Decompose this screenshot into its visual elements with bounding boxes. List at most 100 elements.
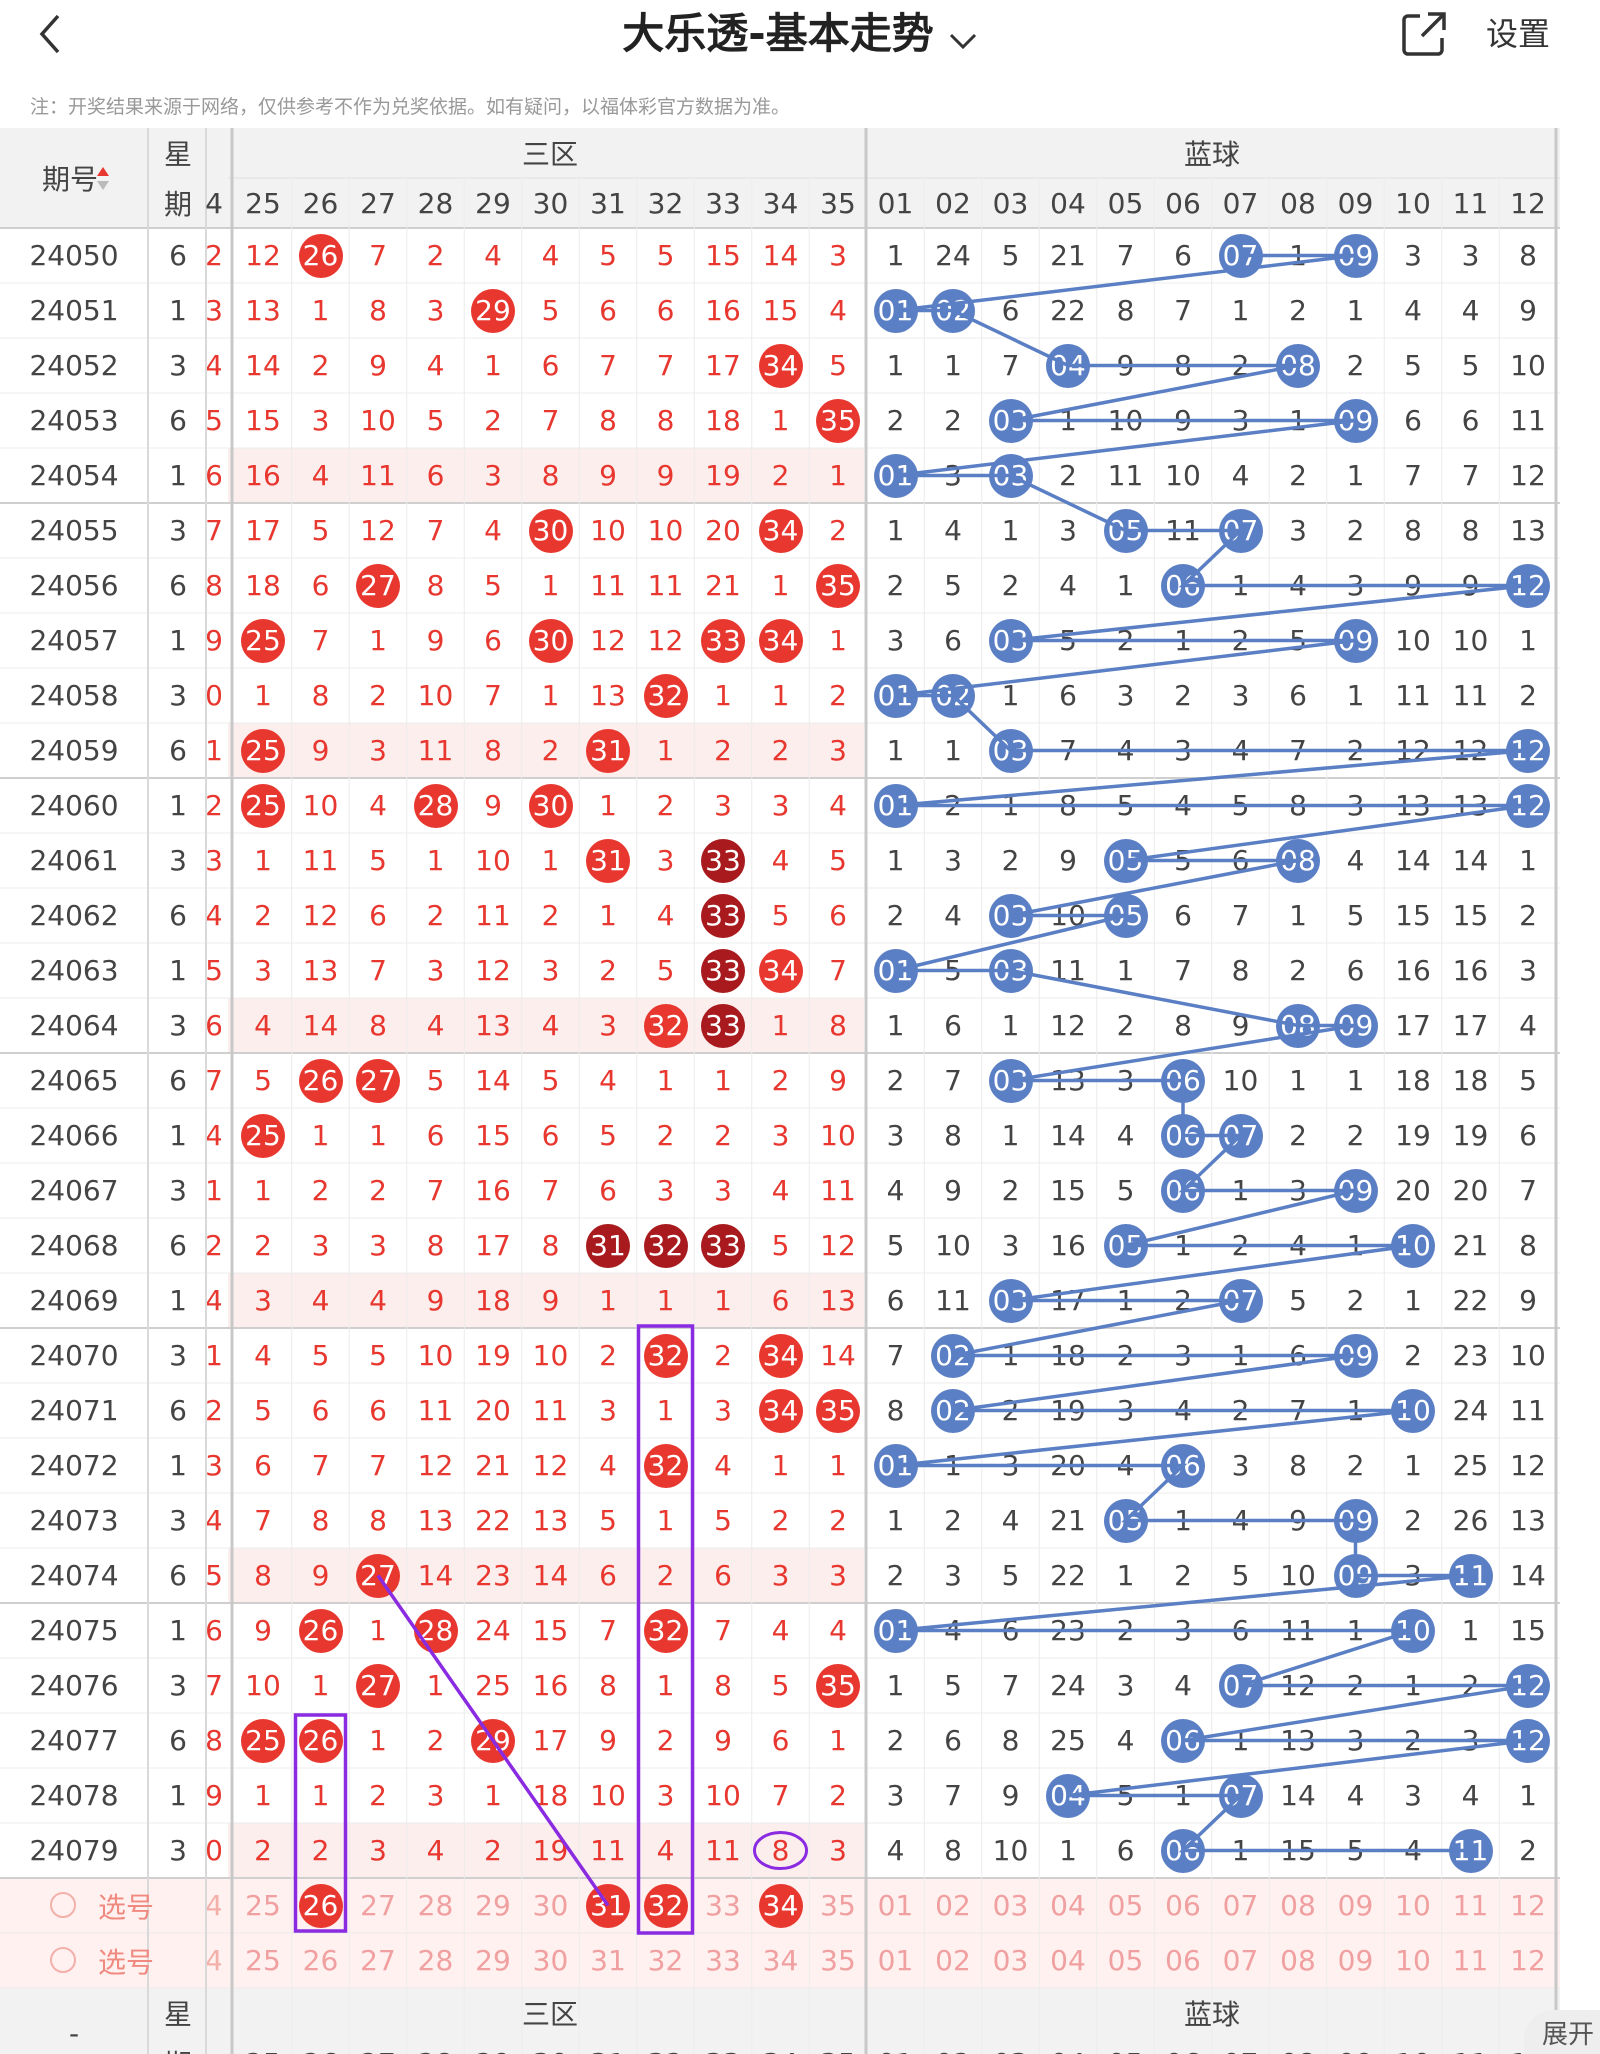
select-front-28[interactable]: 28 [417, 1944, 454, 1977]
front-ball-24060-25: 25 [235, 778, 291, 833]
select-front-25[interactable]: 25 [245, 1944, 281, 1977]
back-miss: 11 [1510, 404, 1546, 437]
select-front-34[interactable]: 34 [762, 1944, 799, 1977]
select-label[interactable]: 选号 [97, 1890, 154, 1924]
select-back-09[interactable]: 09 [1337, 1889, 1374, 1922]
back-miss: 1 [944, 1449, 962, 1482]
select-radio[interactable] [50, 1892, 76, 1918]
select-back-10[interactable]: 10 [1395, 1944, 1431, 1977]
select-radio[interactable] [50, 1947, 76, 1973]
select-label[interactable]: 选号 [97, 1945, 154, 1979]
select-front-33[interactable]: 33 [705, 1889, 741, 1922]
back-miss: 3 [1231, 1449, 1250, 1482]
select-front-26[interactable]: 26 [302, 1944, 339, 1977]
week-24060: 1 [169, 789, 187, 822]
select-front-29[interactable]: 29 [475, 1944, 511, 1977]
select-back-08[interactable]: 08 [1280, 1889, 1316, 1922]
header-back-zone: 蓝球 [1183, 138, 1240, 171]
select-front-27[interactable]: 27 [360, 1889, 396, 1922]
bottom-front-26: 26 [293, 2038, 349, 2054]
select-back-10[interactable]: 10 [1395, 1889, 1431, 1922]
back-miss: 3 [944, 459, 962, 492]
select-back-07[interactable]: 07 [1222, 1944, 1259, 1977]
front-miss: 4 [541, 1009, 560, 1042]
select-back-02[interactable]: 02 [935, 1889, 971, 1922]
front-miss: 8 [311, 1504, 330, 1537]
select-back-06[interactable]: 06 [1165, 1889, 1201, 1922]
select-front-25[interactable]: 25 [245, 1889, 281, 1922]
select-back-11[interactable]: 11 [1452, 1944, 1489, 1977]
back-miss: 11 [1280, 1614, 1316, 1647]
back-miss: 7 [1289, 1394, 1307, 1427]
bottom-week-2: 期 [148, 2038, 208, 2054]
chevron-down-icon[interactable] [948, 7, 978, 67]
select-front-30[interactable]: 30 [532, 1944, 569, 1977]
sort-icon[interactable] [96, 166, 110, 192]
header-back-03: 03 [992, 186, 1029, 220]
select-front-33[interactable]: 33 [705, 1944, 741, 1977]
ball-32: 32 [643, 1223, 688, 1268]
front-miss: 7 [599, 1614, 617, 1647]
select-back-02[interactable]: 02 [935, 1944, 971, 1977]
select-front-28[interactable]: 28 [417, 1889, 454, 1922]
select-back-05[interactable]: 05 [1107, 1944, 1144, 1977]
select-back-03[interactable]: 03 [992, 1889, 1029, 1922]
select-back-11[interactable]: 11 [1452, 1889, 1489, 1922]
back-miss: 1 [1519, 844, 1537, 877]
select-front-32[interactable]: 32 [647, 1944, 684, 1977]
back-miss: 2 [1001, 569, 1020, 602]
back-miss: 3 [1231, 679, 1250, 712]
bottom-back-03: 03 [983, 2038, 1039, 2054]
select-front-31[interactable]: 31 [590, 1944, 626, 1977]
ball-30: 30 [528, 508, 573, 553]
back-miss: 4 [1346, 1779, 1365, 1812]
select-back-09[interactable]: 09 [1337, 1944, 1374, 1977]
select-back-07[interactable]: 07 [1222, 1889, 1259, 1922]
select-front-35[interactable]: 35 [820, 1944, 856, 1977]
select-back-04[interactable]: 04 [1050, 1889, 1086, 1922]
select-front-29[interactable]: 29 [475, 1889, 511, 1922]
clip-24059: 1 [207, 734, 221, 767]
front-miss: 1 [656, 734, 675, 767]
front-miss: 4 [599, 1449, 617, 1482]
select-back-01[interactable]: 01 [877, 1889, 914, 1922]
front-ball-24072-32: 32 [638, 1438, 694, 1493]
select-back-04[interactable]: 04 [1050, 1944, 1086, 1977]
back-miss: 3 [1001, 1449, 1020, 1482]
settings-button[interactable]: 设置 [1486, 15, 1551, 53]
back-miss: 5 [1289, 624, 1307, 657]
select-front-30[interactable]: 30 [532, 1889, 569, 1922]
select-back-03[interactable]: 03 [992, 1944, 1029, 1977]
select-back-01[interactable]: 01 [877, 1944, 914, 1977]
select-front-ball-31[interactable]: 31 [580, 1878, 636, 1933]
back-miss: 22 [1050, 1559, 1086, 1592]
select-back-12[interactable]: 12 [1510, 1944, 1546, 1977]
back-miss: 21 [1452, 1229, 1489, 1262]
select-back-06[interactable]: 06 [1165, 1944, 1201, 1977]
clip-24069: 4 [207, 1284, 221, 1317]
front-miss: 25 [475, 1669, 511, 1702]
select-front-ball-34[interactable]: 34 [753, 1878, 809, 1933]
back-icon[interactable] [30, 12, 74, 56]
select-front-27[interactable]: 27 [360, 1944, 396, 1977]
issue-24058: 24058 [29, 679, 119, 712]
expand-button[interactable]: 展开 [1524, 2010, 1600, 2054]
back-miss: 9 [1519, 1284, 1537, 1317]
select-back-08[interactable]: 08 [1280, 1944, 1316, 1977]
back-miss: 16 [1050, 1229, 1086, 1262]
select-front-ball-26[interactable]: 26 [293, 1878, 349, 1933]
share-icon[interactable] [1398, 8, 1450, 64]
title-text[interactable]: 大乐透-基本走势 [622, 9, 934, 58]
select-back-05[interactable]: 05 [1107, 1889, 1144, 1922]
back-miss: 23 [1050, 1614, 1086, 1647]
page-title[interactable]: 大乐透-基本走势 [0, 4, 1600, 67]
back-miss: 1 [886, 239, 905, 272]
back-miss: 7 [1519, 1174, 1537, 1207]
back-miss: 5 [944, 569, 962, 602]
front-miss: 8 [484, 734, 502, 767]
select-front-35[interactable]: 35 [820, 1889, 856, 1922]
select-front-ball-32[interactable]: 32 [638, 1878, 694, 1933]
front-miss: 2 [311, 1834, 330, 1867]
front-miss: 7 [829, 954, 847, 987]
select-back-12[interactable]: 12 [1510, 1889, 1546, 1922]
